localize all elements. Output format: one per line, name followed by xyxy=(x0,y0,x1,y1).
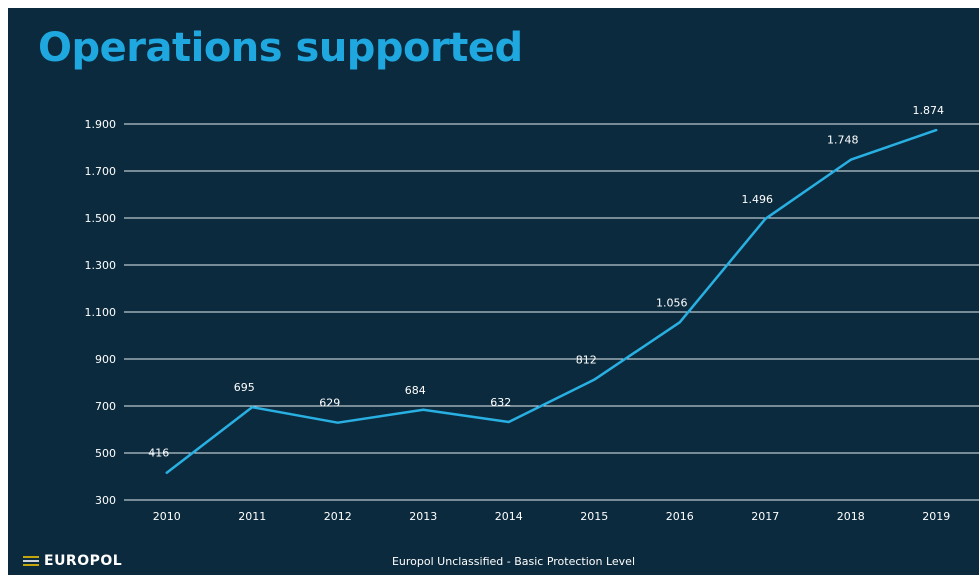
footer: EUROPOL Europol Unclassified - Basic Pro… xyxy=(8,553,979,571)
x-tick-label: 2017 xyxy=(751,510,779,523)
y-tick-label: 1.300 xyxy=(85,259,117,272)
data-label: 1.496 xyxy=(742,193,774,206)
series-line xyxy=(165,128,938,474)
slide: Operations supported 300 500 700 900 1.100 1.… xyxy=(8,8,979,575)
data-label: 416 xyxy=(148,447,169,460)
y-tick-label: 900 xyxy=(95,353,116,366)
x-tick-label: 2013 xyxy=(409,510,437,523)
x-tick-label: 2015 xyxy=(580,510,608,523)
y-tick-label: 1.700 xyxy=(85,165,117,178)
europol-logo-icon xyxy=(23,556,39,566)
data-label: 629 xyxy=(319,397,340,410)
data-label: 684 xyxy=(405,384,426,397)
x-tick-label: 2018 xyxy=(837,510,865,523)
y-tick-label: 500 xyxy=(95,447,116,460)
data-label: 1.874 xyxy=(913,104,945,117)
y-tick-label: 1.100 xyxy=(85,306,117,319)
line-chart: 300 500 700 900 1.100 1.300 1.500 1.700 1.900 201… xyxy=(85,104,979,523)
data-label: 1.748 xyxy=(827,134,859,147)
data-label: 632 xyxy=(490,396,511,409)
classification-label: Europol Unclassified - Basic Protection … xyxy=(391,555,636,568)
logo-text: EUROPOL xyxy=(44,553,123,569)
y-tick-label: 700 xyxy=(95,400,116,413)
x-tick-label: 2012 xyxy=(324,510,352,523)
x-tick-label: 2014 xyxy=(495,510,523,523)
x-tick-label: 2010 xyxy=(153,510,181,523)
data-label: 1.056 xyxy=(656,296,688,309)
data-label: 695 xyxy=(234,381,255,394)
y-tick-label: 300 xyxy=(95,494,116,507)
x-tick-label: 2011 xyxy=(238,510,266,523)
y-tick-label: 1.500 xyxy=(85,212,117,225)
y-tick-label: 1.900 xyxy=(85,118,117,131)
slide-title: Operations supported xyxy=(38,25,523,71)
data-label: 812 xyxy=(576,354,597,367)
x-tick-label: 2016 xyxy=(666,510,694,523)
x-tick-label: 2019 xyxy=(922,510,950,523)
europol-logo: EUROPOL xyxy=(22,553,122,569)
